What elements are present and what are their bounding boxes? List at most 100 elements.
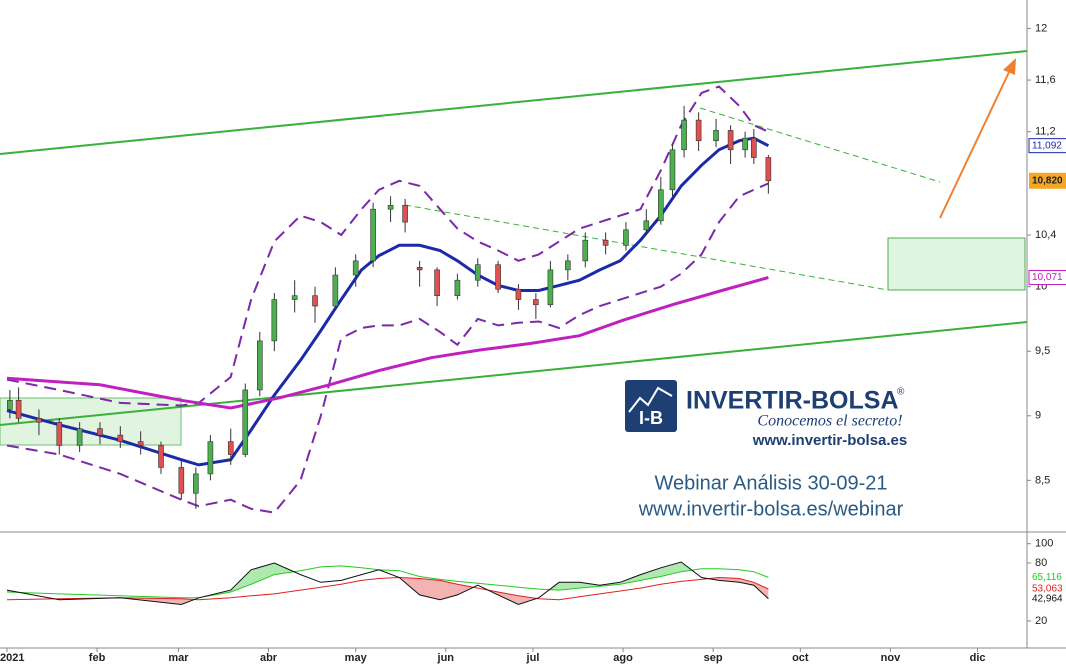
moving-average [6, 276, 769, 410]
candle-body [36, 418, 42, 423]
slogan: Conocemos el secreto! [757, 413, 902, 430]
indicator-line [6, 576, 769, 601]
x-tick-label: jul [526, 652, 540, 664]
candle-body [291, 295, 298, 300]
candle-body [643, 220, 650, 231]
candle-body [602, 239, 609, 246]
value-badge-label: 42,964 [1032, 593, 1063, 604]
x-tick-label: nov [881, 652, 901, 664]
last-price-label: 10,820 [1032, 175, 1063, 186]
y-tick-label: 11,2 [1035, 126, 1056, 138]
logo-icon-text: I-B [639, 408, 663, 428]
candle-body [370, 208, 376, 262]
envelope [6, 182, 769, 514]
logo-line [628, 386, 673, 413]
candle-body [434, 269, 440, 296]
x-tick-label: may [345, 652, 368, 664]
annotations [0, 50, 1027, 446]
y-tick-label: 12 [1035, 22, 1047, 34]
candle-body [352, 260, 359, 276]
brand-mark: ® [897, 387, 905, 398]
price-plot [6, 85, 772, 514]
logo: I-B INVERTIR-BOLSA ® Conocemos el secret… [625, 380, 907, 520]
candle-body [158, 445, 164, 468]
candle-body [765, 157, 772, 182]
brand-url: www.invertir-bolsa.es [752, 432, 908, 449]
candle-body [751, 137, 757, 158]
last-price-badge [1029, 172, 1066, 189]
value-badge [1029, 571, 1066, 584]
candle-body [15, 399, 22, 419]
candle-body [56, 421, 63, 446]
x-tick-label: mar [168, 652, 189, 664]
candle-body [658, 189, 664, 222]
indicator-line [6, 561, 769, 606]
candle-body [387, 205, 394, 210]
brand-name: INVERTIR-BOLSA [686, 387, 899, 415]
x-tick-label: jun [437, 652, 455, 664]
value-badge [1028, 269, 1066, 285]
value-badge-label: 53,063 [1032, 584, 1063, 595]
candle-body [76, 428, 83, 446]
candle-body [713, 130, 719, 142]
candle-body [533, 299, 539, 306]
candle-body [681, 119, 687, 151]
indicator-line [6, 565, 769, 599]
y-tick-label: 9,5 [1035, 345, 1050, 357]
value-badge-label: 11,092 [1032, 140, 1062, 151]
x-tick-label: abr [260, 652, 278, 664]
x-tick-label: feb [89, 652, 106, 664]
candle-body [207, 441, 214, 475]
candle-body [742, 137, 748, 151]
x-tick-label: dic [970, 652, 986, 664]
candle-body [97, 428, 103, 436]
webinar-title: Webinar Análisis 30-09-21 [654, 472, 887, 494]
y-tick-label: 100 [1035, 538, 1053, 550]
value-badge-label: 10,071 [1032, 272, 1063, 283]
trend-dashed [404, 204, 889, 291]
candle-body [193, 473, 199, 494]
candle-body [454, 279, 461, 296]
candle-body [7, 399, 13, 410]
arrow [939, 69, 1011, 219]
envelope [6, 85, 769, 407]
y-tick-label: 11,6 [1035, 74, 1056, 86]
candle-body [582, 239, 589, 262]
candle-body [227, 441, 234, 455]
value-badge [1029, 592, 1066, 605]
arrow-head [1003, 58, 1016, 75]
candle-body [565, 260, 571, 271]
candle-body [137, 441, 144, 446]
y-tick-label: 8,5 [1035, 474, 1050, 486]
webinar-url: www.invertir-bolsa.es/webinar [638, 498, 904, 520]
candle-body [178, 467, 185, 494]
candle-body [242, 389, 249, 455]
x-tick-label: ago [613, 652, 633, 664]
x-tick-label: oct [792, 652, 809, 664]
value-badge [1028, 138, 1066, 154]
candle-body [416, 266, 423, 271]
y-tick-label: 20 [1035, 615, 1047, 627]
candle-body [547, 269, 554, 306]
candle-body [515, 288, 522, 300]
candle-body [623, 229, 629, 246]
candle-body [312, 295, 318, 307]
candle-body [332, 274, 339, 307]
channel-upper [0, 50, 1027, 155]
x-tick-label: 2021 [0, 652, 24, 664]
trend-dashed [699, 107, 941, 183]
value-badge-label: 65,116 [1032, 572, 1062, 583]
candle-body [669, 149, 676, 191]
candle-body [117, 434, 124, 442]
candle-body [402, 205, 408, 223]
candle-body [695, 119, 702, 142]
candle-body [474, 264, 481, 281]
candle-body [495, 264, 501, 290]
candle-body [257, 340, 263, 391]
channel-lower [0, 321, 1027, 426]
candle-body [727, 130, 734, 151]
value-badge [1029, 583, 1066, 596]
y-tick-label: 10,4 [1035, 229, 1056, 241]
